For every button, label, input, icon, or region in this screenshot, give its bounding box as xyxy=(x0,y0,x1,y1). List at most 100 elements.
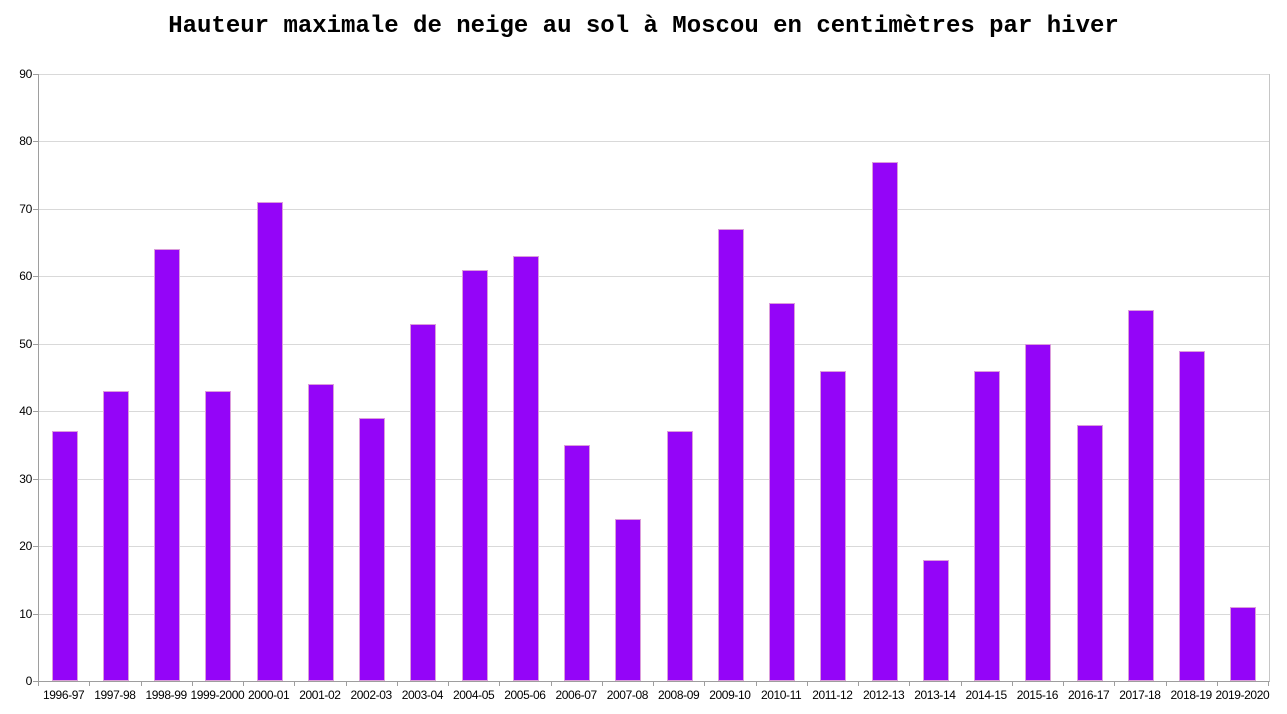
x-tick-label: 2006-07 xyxy=(555,688,598,702)
gridline xyxy=(39,209,1269,210)
x-tick xyxy=(192,682,193,686)
x-tick xyxy=(807,682,808,686)
x-tick xyxy=(1114,682,1115,686)
x-tick xyxy=(961,682,962,686)
x-tick xyxy=(294,682,295,686)
x-tick xyxy=(1063,682,1064,686)
y-tick xyxy=(33,614,38,615)
gridline xyxy=(39,411,1269,412)
x-tick xyxy=(909,682,910,686)
bar-2005-06 xyxy=(513,256,539,681)
x-tick-label: 1997-98 xyxy=(94,688,136,702)
bar-2017-18 xyxy=(1128,310,1154,681)
y-tick-label: 80 xyxy=(19,134,32,148)
gridline xyxy=(39,546,1269,547)
x-tick-label: 2003-04 xyxy=(401,688,444,702)
x-tick-label: 2019-2020 xyxy=(1215,688,1270,702)
bar-2003-04 xyxy=(410,324,436,681)
x-tick-label: 1996-97 xyxy=(43,688,85,702)
gridline xyxy=(39,141,1269,142)
y-tick-label: 60 xyxy=(19,269,32,283)
x-tick-label: 1998-99 xyxy=(145,688,188,702)
x-tick xyxy=(141,682,142,686)
plot-area xyxy=(38,74,1270,682)
x-tick-label: 2002-03 xyxy=(350,688,393,702)
bar-2012-13 xyxy=(872,162,898,681)
x-tick-label: 2018-19 xyxy=(1170,688,1213,702)
x-tick xyxy=(602,682,603,686)
y-tick-label: 10 xyxy=(19,607,32,621)
x-tick-label: 2008-09 xyxy=(658,688,700,702)
x-tick xyxy=(448,682,449,686)
bar-2006-07 xyxy=(564,445,590,681)
x-tick xyxy=(38,682,39,686)
gridline xyxy=(39,344,1269,345)
x-tick-label: 2011-12 xyxy=(812,688,853,702)
y-tick xyxy=(33,276,38,277)
chart-title: Hauteur maximale de neige au sol à Mosco… xyxy=(168,13,1119,40)
bar-2004-05 xyxy=(462,270,488,681)
bar-1996-97 xyxy=(52,431,78,681)
bar-2019-2020 xyxy=(1230,607,1256,681)
x-axis-ticks xyxy=(38,682,1269,686)
x-tick xyxy=(499,682,500,686)
x-tick-label: 2016-17 xyxy=(1068,688,1110,702)
y-tick xyxy=(33,479,38,480)
x-tick xyxy=(653,682,654,686)
y-axis-labels: 0 10 20 30 40 50 60 70 80 90 xyxy=(0,67,32,688)
x-tick-label: 2012-13 xyxy=(863,688,905,702)
x-tick xyxy=(397,682,398,686)
y-tick-label: 70 xyxy=(19,202,32,216)
x-tick xyxy=(858,682,859,686)
bar-2014-15 xyxy=(974,371,1000,681)
x-tick xyxy=(89,682,90,686)
y-tick xyxy=(33,681,38,682)
bar-2000-01 xyxy=(257,202,283,681)
x-tick-label: 1999-2000 xyxy=(190,688,245,702)
bar-2016-17 xyxy=(1077,425,1103,681)
bar-1999-2000 xyxy=(205,391,231,681)
x-tick-label: 2017-18 xyxy=(1119,688,1161,702)
bar-2009-10 xyxy=(718,229,744,681)
x-tick-label: 2000-01 xyxy=(248,688,290,702)
x-tick xyxy=(1166,682,1167,686)
bar-2002-03 xyxy=(359,418,385,681)
x-tick xyxy=(243,682,244,686)
gridline xyxy=(39,74,1269,75)
bar-2008-09 xyxy=(667,431,693,681)
x-tick-label: 2001-02 xyxy=(299,688,341,702)
x-tick xyxy=(346,682,347,686)
bar-2001-02 xyxy=(308,384,334,681)
x-tick xyxy=(1268,682,1269,686)
y-tick-label: 50 xyxy=(19,337,32,351)
x-tick-label: 2005-06 xyxy=(504,688,546,702)
x-tick xyxy=(1012,682,1013,686)
bar-1997-98 xyxy=(103,391,129,681)
x-tick-label: 2004-05 xyxy=(453,688,495,702)
x-tick-label: 2015-16 xyxy=(1016,688,1059,702)
y-tick-label: 40 xyxy=(19,404,32,418)
y-axis-ticks xyxy=(33,74,38,682)
gridline xyxy=(39,614,1269,615)
bar-2011-12 xyxy=(820,371,846,681)
x-tick xyxy=(704,682,705,686)
y-tick xyxy=(33,411,38,412)
x-tick-label: 2009-10 xyxy=(709,688,751,702)
y-tick xyxy=(33,141,38,142)
bar-1998-99 xyxy=(154,249,180,681)
x-tick-label: 2013-14 xyxy=(914,688,956,702)
x-tick xyxy=(1217,682,1218,686)
y-tick-label: 0 xyxy=(25,674,33,688)
x-axis-labels: 1996-97 1997-98 1998-99 1999-2000 2000-01 200… xyxy=(38,688,1270,704)
bar-2013-14 xyxy=(923,560,949,681)
y-tick-label: 20 xyxy=(19,539,32,553)
x-tick-label: 2010-11 xyxy=(760,688,802,702)
y-tick xyxy=(33,546,38,547)
bar-2010-11 xyxy=(769,303,795,681)
bar-2015-16 xyxy=(1025,344,1051,681)
x-tick-label: 2014-15 xyxy=(965,688,1008,702)
x-tick xyxy=(756,682,757,686)
x-tick xyxy=(551,682,552,686)
y-tick xyxy=(33,74,38,75)
gridline xyxy=(39,276,1269,277)
